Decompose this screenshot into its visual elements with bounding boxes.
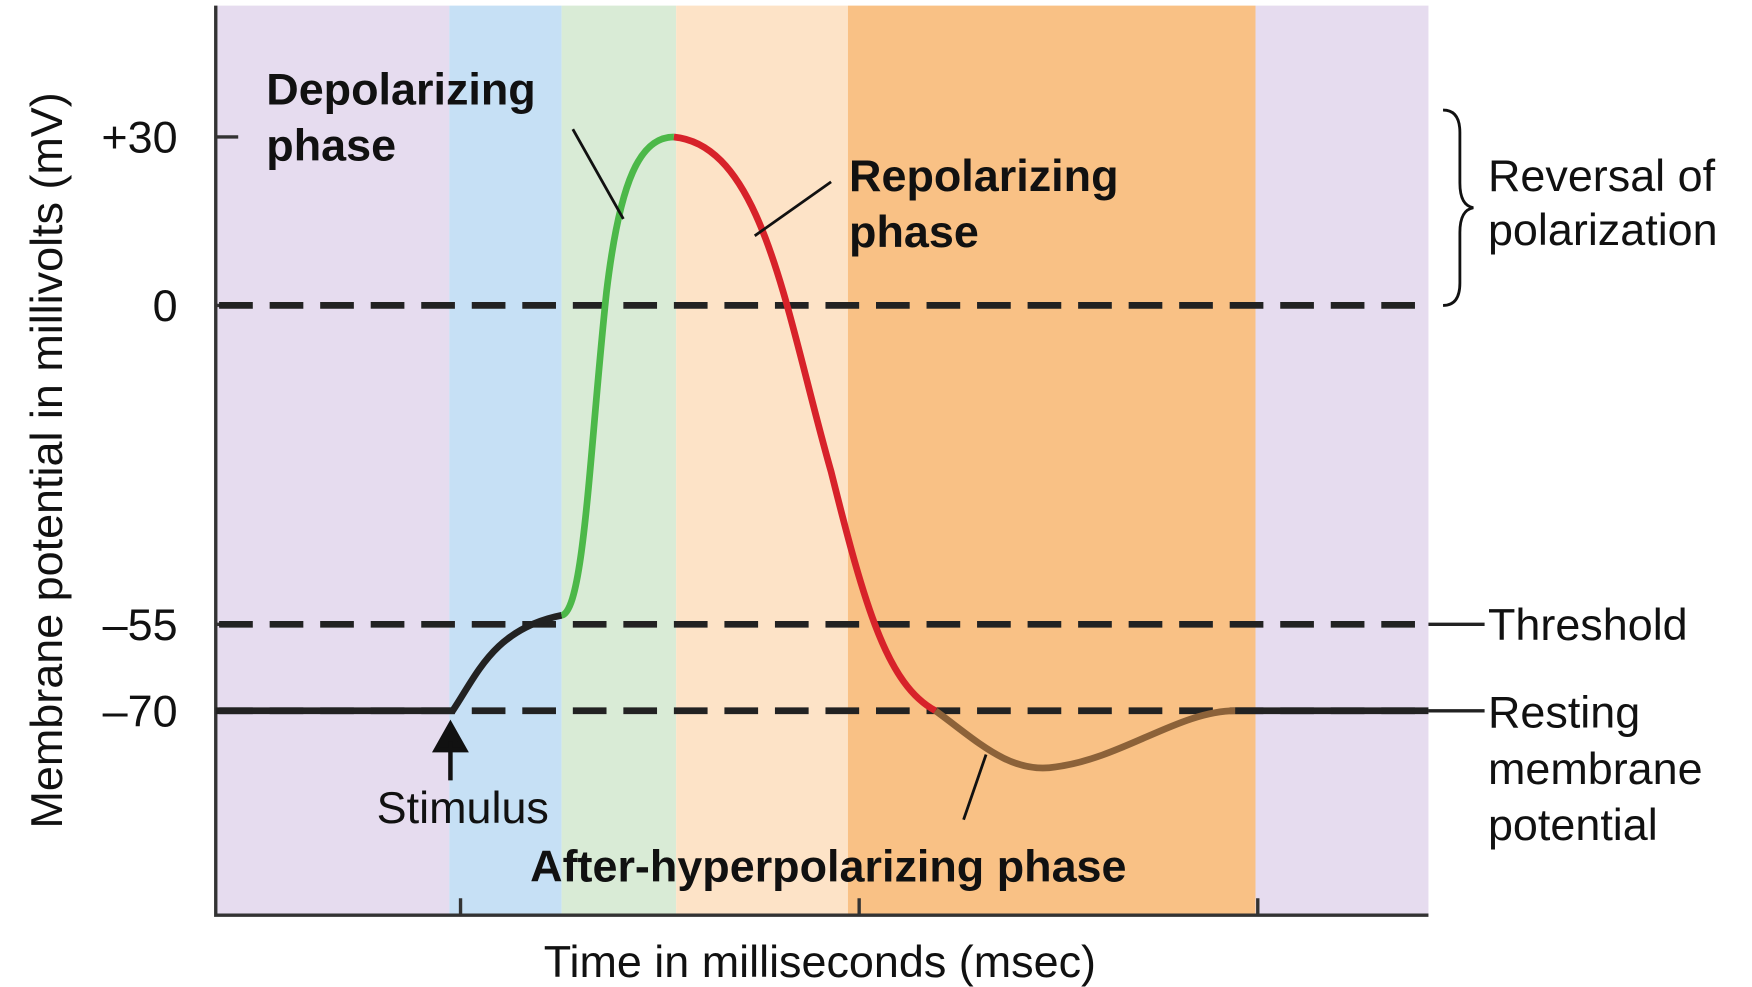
- phase-label: phase: [266, 120, 396, 171]
- leader-lines: [1428, 622, 1485, 713]
- reversal-label: polarization: [1488, 204, 1718, 255]
- brace: [1442, 108, 1474, 307]
- resting-label: Resting: [1488, 687, 1640, 738]
- pointers: [571, 128, 988, 821]
- x-axis-label: Time in milliseconds (msec): [544, 936, 1096, 987]
- stimulus-label: Stimulus: [377, 782, 549, 833]
- stimulus-arrow: [431, 719, 469, 781]
- resting-label: potential: [1488, 799, 1658, 850]
- y-tick-label: –70: [103, 685, 178, 736]
- reversal-label: Reversal of: [1488, 150, 1716, 201]
- y-tick-label: +30: [101, 112, 177, 163]
- band-depolarizing: [561, 5, 677, 916]
- curve-depolarizing: [560, 133, 675, 619]
- band-resting: [215, 5, 450, 916]
- axes: [214, 5, 1429, 917]
- x-ticks: [458, 898, 1260, 916]
- y-axis-label: Membrane potential in millivolts (mV): [21, 92, 72, 828]
- band-after: [847, 5, 1256, 916]
- band-stimulus: [449, 5, 562, 916]
- curve-rise: [215, 612, 563, 715]
- band-resting-end: [1255, 5, 1429, 916]
- resting-label: membrane: [1488, 743, 1703, 794]
- curve-after: [933, 707, 1236, 772]
- phase-label: Depolarizing: [266, 63, 535, 114]
- curve-repolarizing: [673, 133, 938, 714]
- y-tick-label: 0: [153, 280, 178, 331]
- phase-label: Repolarizing: [849, 150, 1118, 201]
- y-tick-label: –55: [103, 599, 178, 650]
- phase-label: phase: [849, 206, 979, 257]
- phase-label: After-hyperpolarizing phase: [530, 840, 1126, 891]
- threshold-label: Threshold: [1488, 599, 1688, 650]
- band-repolarizing: [676, 5, 848, 916]
